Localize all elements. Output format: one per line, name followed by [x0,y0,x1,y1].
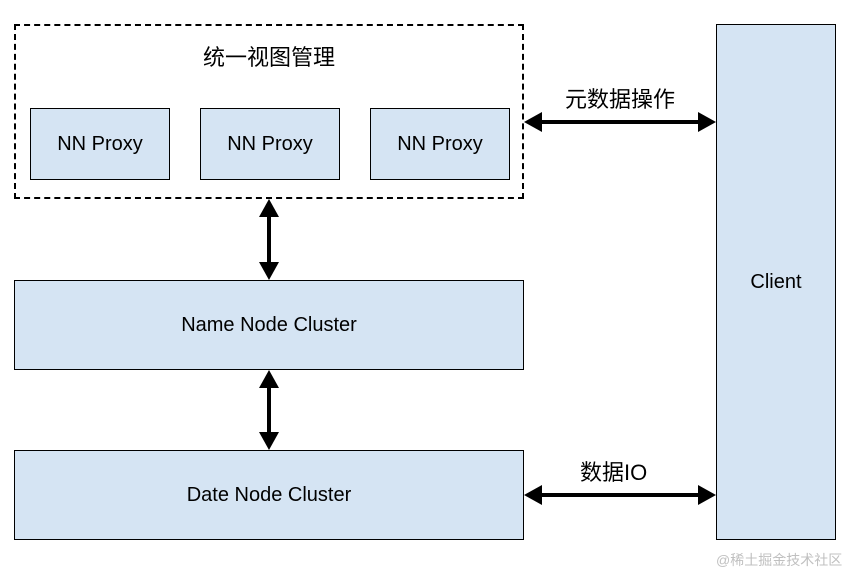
node-label-proxy2: NN Proxy [227,133,313,156]
edge-label-io: 数据IO [580,455,647,487]
node-label-nameNode: Name Node Cluster [181,314,357,337]
edge-n2d [253,370,287,450]
node-proxy1: NN Proxy [30,108,170,180]
node-label-proxy1: NN Proxy [57,133,143,156]
edge-label-meta: 元数据操作 [565,82,675,114]
node-proxy3: NN Proxy [370,108,510,180]
node-client: Client [716,24,836,540]
node-label-proxy3: NN Proxy [397,133,483,156]
node-dataNode: Date Node Cluster [14,450,524,540]
node-label-client: Client [750,271,801,294]
watermark: @稀土掘金技术社区 [716,550,842,570]
node-label-dataNode: Date Node Cluster [187,484,352,507]
node-label-viewMgmt: 统一视图管理 [203,40,335,72]
edge-v2n [253,199,287,280]
node-proxy2: NN Proxy [200,108,340,180]
node-nameNode: Name Node Cluster [14,280,524,370]
